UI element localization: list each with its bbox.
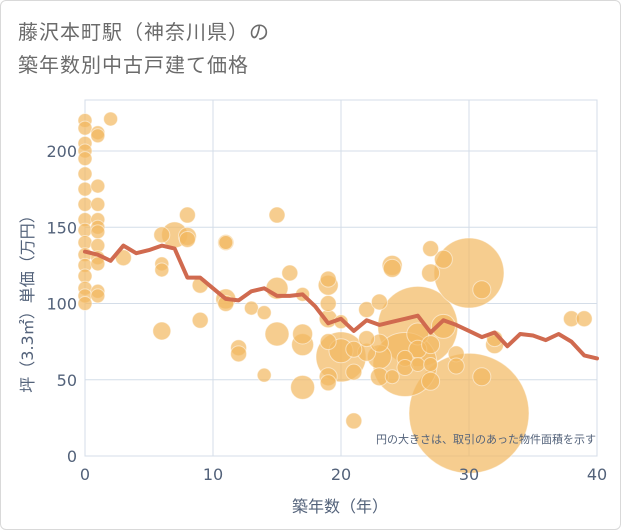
- bubble-point: [90, 128, 106, 144]
- bubble-point: [421, 263, 441, 283]
- bubble-point: [178, 230, 196, 248]
- bubble-point: [384, 369, 400, 385]
- bubble-point: [154, 262, 170, 278]
- y-tick-label: 0: [67, 447, 77, 466]
- bubble-point: [370, 293, 388, 311]
- bubble-point: [153, 226, 171, 244]
- bubble-point: [268, 206, 286, 224]
- chart-title-line-2: 築年数別中古戸建て価格: [18, 53, 249, 77]
- bubble-point: [243, 300, 259, 316]
- bubble-point: [472, 367, 492, 387]
- bubble-point: [421, 371, 441, 391]
- y-tick-label: 100: [46, 295, 77, 314]
- x-axis-title: 築年数（年）: [292, 497, 388, 516]
- bubble-point: [447, 357, 465, 375]
- bubble-point: [345, 340, 363, 358]
- x-tick-label: 0: [80, 465, 90, 484]
- x-tick-label: 30: [459, 465, 479, 484]
- bubble-point: [410, 357, 426, 372]
- bubble-point: [77, 120, 93, 136]
- x-tick-label: 10: [203, 465, 223, 484]
- bubble-point: [382, 258, 402, 278]
- bubble-point: [90, 178, 106, 194]
- bubble-point: [77, 196, 93, 212]
- y-tick-label: 150: [46, 218, 77, 237]
- bubble-size-note: 円の大きさは、取引のあった物件面積を示す: [376, 432, 596, 446]
- bubble-point: [90, 196, 106, 212]
- trend-line-group: [83, 243, 599, 361]
- bubble-point: [77, 151, 93, 167]
- bubble-point: [90, 224, 106, 240]
- trend-line: [83, 243, 599, 361]
- bubble-point: [358, 301, 376, 319]
- bubble-point: [256, 305, 272, 321]
- bubble-point: [290, 374, 316, 400]
- bubble-point: [422, 240, 440, 258]
- bubble-point: [319, 374, 337, 392]
- bubble-point: [345, 412, 363, 430]
- chart-title-line-1: 藤沢本町駅（神奈川県）の: [18, 20, 270, 44]
- bubble-point: [178, 206, 196, 224]
- bubble-point: [191, 311, 209, 329]
- bubble-point: [218, 235, 234, 250]
- bubble-point: [396, 359, 414, 377]
- bubble-point: [421, 335, 441, 355]
- bubble-point: [152, 321, 172, 341]
- x-tick-label: 40: [587, 465, 607, 484]
- bubble-point: [103, 111, 119, 127]
- bubble-point: [345, 363, 363, 381]
- bubble-point: [77, 296, 93, 311]
- bubble-point: [230, 345, 248, 363]
- bubble-point: [264, 321, 290, 347]
- bubble-point: [472, 280, 492, 300]
- y-tick-label: 50: [57, 371, 77, 390]
- tick-labels: 0 50 100 150 200 0 10 20 30 40: [46, 142, 607, 484]
- bubble-point: [256, 367, 272, 383]
- bubble-point: [433, 237, 505, 309]
- bubble-point: [319, 295, 337, 312]
- bubble-point: [319, 270, 337, 288]
- y-axis-title: 坪（3.3㎡）単価（万円）: [18, 207, 37, 392]
- bubble-point: [77, 181, 93, 197]
- bubble-point: [292, 323, 314, 345]
- bubble-point: [90, 288, 106, 304]
- bubble-point: [358, 330, 376, 348]
- x-tick-label: 20: [331, 465, 351, 484]
- bubble-series: [77, 111, 593, 474]
- y-tick-label: 200: [46, 142, 77, 161]
- bubble-point: [281, 264, 299, 282]
- bubble-point: [77, 166, 93, 182]
- bubble-point: [319, 333, 337, 351]
- bubble-point: [575, 310, 593, 328]
- chart-title: 藤沢本町駅（神奈川県）の 築年数別中古戸建て価格: [18, 16, 270, 82]
- bubble-point: [433, 249, 453, 269]
- bubble-point: [423, 357, 439, 372]
